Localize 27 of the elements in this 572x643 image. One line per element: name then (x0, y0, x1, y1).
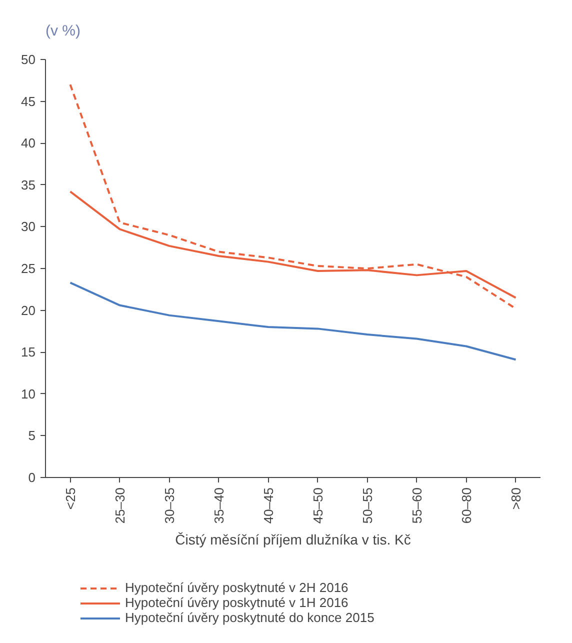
legend-label: Hypoteční úvěry poskytnuté v 2H 2016 (125, 580, 348, 595)
y-tick-label: 25 (21, 261, 36, 276)
line-series (69, 282, 517, 361)
x-tick-label: 50–55 (360, 487, 375, 524)
y-tick-label: 35 (21, 177, 36, 192)
y-tick-label: 5 (28, 428, 36, 444)
y-tick-label: 30 (21, 219, 36, 234)
y-tick-label: 15 (21, 344, 36, 360)
x-axis-title: Čistý měsíční příjem dlužníka v tis. Kč (175, 532, 411, 548)
y-tick-label: 10 (21, 386, 36, 402)
y-tick-label: 40 (21, 136, 36, 151)
legend-label: Hypoteční úvěry poskytnuté v 1H 2016 (125, 595, 348, 610)
x-tick-label: 60–80 (458, 487, 474, 524)
x-tick-label: 45–50 (310, 487, 326, 524)
x-tick-label: <25 (62, 487, 78, 510)
y-tick-label: 50 (21, 52, 36, 67)
x-tick-label: 40–45 (260, 487, 276, 524)
x-tick-label: 55–60 (409, 487, 424, 524)
y-axis-title: (v %) (46, 22, 80, 40)
y-tick-label: 45 (21, 94, 36, 109)
x-tick-label: 30–35 (162, 487, 177, 524)
x-tick-label: 35–40 (211, 487, 226, 524)
y-tick-label: 20 (21, 302, 36, 318)
x-tick-label: 25–30 (112, 487, 128, 524)
y-tick-label: 0 (28, 470, 36, 485)
x-tick-label: >80 (508, 487, 524, 510)
legend-label: Hypoteční úvěry poskytnuté do konce 2015 (125, 610, 374, 625)
